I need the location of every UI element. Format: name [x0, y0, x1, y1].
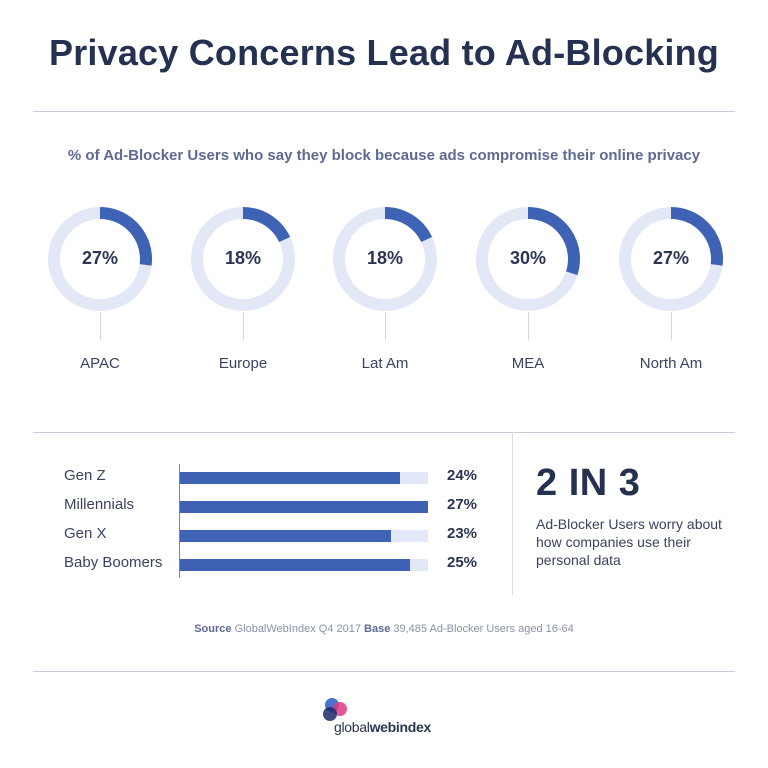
donut-percent-label: 27% [652, 248, 690, 268]
donut-percent-label: 30% [509, 248, 547, 268]
donut-mea [476, 207, 580, 311]
bar [180, 559, 410, 571]
bar-value-label: 25% [447, 554, 478, 571]
logo-word-webindex: webindex [369, 719, 432, 735]
donut-region-label: North Am [639, 355, 703, 372]
big-stat: 2 IN 3 [536, 462, 641, 504]
bar [180, 472, 401, 484]
logo-circles-icon [323, 698, 347, 721]
donut-chart-subtitle: % of Ad-Blocker Users who say they block… [67, 147, 701, 164]
source-label: Source [194, 623, 232, 635]
donut-lat-am [333, 207, 437, 311]
bar-track [180, 501, 428, 513]
stat-description: Ad-Blocker Users worry about how compani… [536, 516, 722, 568]
donut-connector [671, 312, 672, 340]
donut-percent-label: 18% [224, 248, 262, 268]
donut-region-label: Europe [218, 355, 268, 372]
bar-category-label: Gen X [64, 525, 107, 542]
donut-value-arc [191, 207, 295, 311]
bar-chart-axis [179, 464, 180, 578]
source-text: GlobalWebIndex Q4 2017 [234, 623, 361, 635]
vertical-divider [512, 432, 513, 595]
donut-connector [243, 312, 244, 340]
base-text: 39,485 Ad-Blocker Users aged 16-64 [393, 623, 574, 635]
donut-apac [48, 207, 152, 311]
donut-europe [191, 207, 295, 311]
bar-value-label: 23% [447, 525, 478, 542]
base-label: Base [364, 623, 391, 635]
donut-value-arc [619, 207, 723, 311]
donut-region-label: APAC [80, 355, 120, 372]
globalwebindex-logo: globalwebindex [318, 695, 458, 739]
donut-value-arc [333, 207, 437, 311]
bar-value-label: 27% [447, 496, 478, 513]
donut-north-am [619, 207, 723, 311]
donut-region-label: MEA [511, 355, 545, 372]
bottom-divider [33, 671, 735, 672]
donut-percent-label: 18% [366, 248, 404, 268]
donut-percent-label: 27% [81, 248, 119, 268]
donut-connector [385, 312, 386, 340]
bar-track [180, 559, 428, 571]
logo-wordmark: globalwebindex [334, 719, 431, 735]
bar-track [180, 530, 428, 542]
donut-value-arc [48, 207, 152, 311]
donut-value-arc [476, 207, 580, 311]
bar [180, 530, 392, 542]
bar-value-label: 24% [447, 467, 478, 484]
bar-track [180, 472, 428, 484]
page-title: Privacy Concerns Lead to Ad-Blocking [48, 32, 720, 73]
donut-connector [100, 312, 101, 340]
donut-region-label: Lat Am [361, 355, 409, 372]
bar-category-label: Gen Z [64, 467, 106, 484]
donut-connector [528, 312, 529, 340]
bar [180, 501, 428, 513]
source-note: Source GlobalWebIndex Q4 2017 Base 39,48… [0, 623, 768, 635]
bar-category-label: Millennials [64, 496, 135, 513]
top-divider [33, 111, 735, 112]
bar-category-label: Baby Boomers [64, 554, 163, 571]
middle-divider [33, 432, 735, 433]
logo-word-global: global [334, 719, 370, 735]
